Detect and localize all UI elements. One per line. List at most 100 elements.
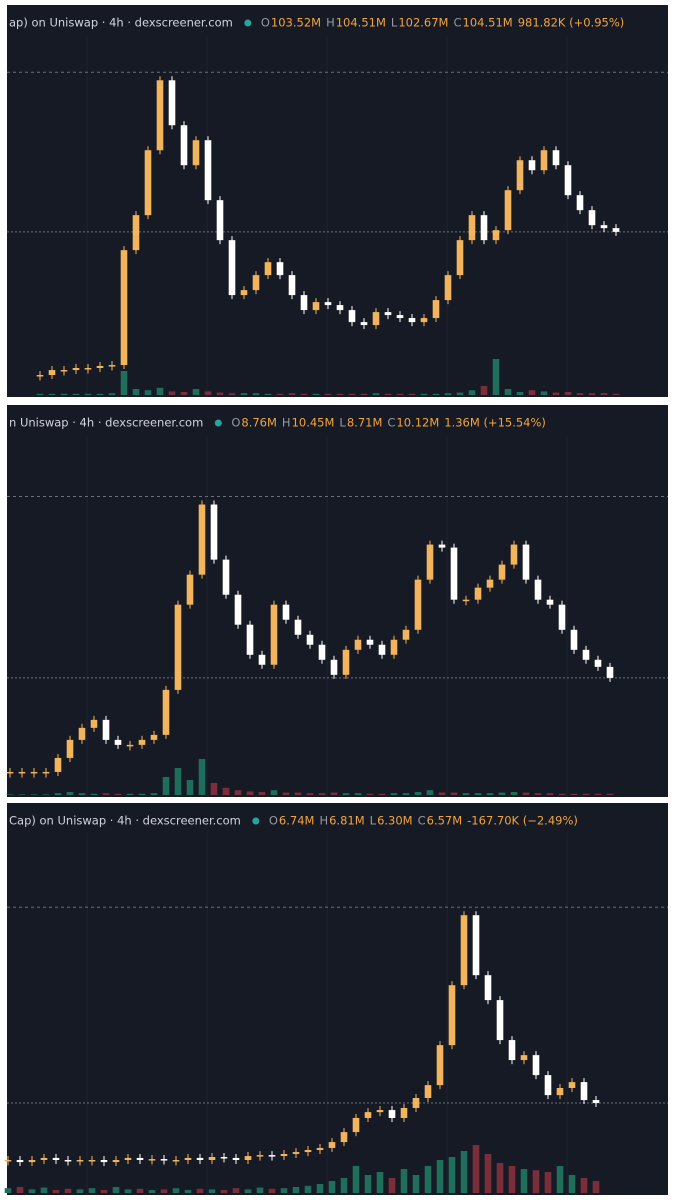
volume-bar — [222, 787, 230, 795]
volume-bar — [204, 391, 212, 395]
candle-body — [532, 1055, 540, 1076]
candle-body — [372, 312, 380, 326]
volume-bar — [36, 393, 44, 395]
volume-bar — [234, 790, 242, 795]
volume-bar — [424, 1166, 432, 1193]
candle-body — [486, 579, 494, 588]
candle-body — [192, 140, 200, 166]
volume-bar — [316, 1184, 324, 1193]
volume-bar — [594, 793, 602, 795]
candle-body — [504, 190, 512, 231]
volume-bar — [48, 393, 56, 395]
volume-bar — [376, 1172, 384, 1193]
volume-bar — [28, 1189, 36, 1193]
volume-bar — [268, 1188, 276, 1193]
candle-body — [396, 315, 404, 319]
volume-bar — [388, 1178, 396, 1193]
volume-bar — [592, 1181, 600, 1193]
volume-bar — [498, 792, 506, 795]
candle-body — [148, 1159, 156, 1161]
volume-bar — [360, 393, 368, 395]
candle-body — [64, 1160, 72, 1162]
volume-bar — [60, 393, 68, 395]
candle-body — [54, 757, 62, 772]
candle-body — [220, 1156, 228, 1159]
panel: ap) on Uniswap · 4h · dexscreener.com O 10… — [7, 5, 668, 397]
candle-body — [520, 1055, 528, 1061]
volume-bar — [558, 793, 566, 795]
price-change: 1.36M (+15.54%) — [444, 416, 546, 430]
volume-bar — [546, 793, 554, 795]
ohlc-key: H — [282, 416, 291, 430]
candle-body — [354, 639, 362, 650]
candle-body — [472, 915, 480, 976]
volume-bar — [256, 1187, 264, 1193]
volume-bar — [486, 793, 494, 795]
volume-bar — [340, 1178, 348, 1193]
candle-body — [390, 639, 398, 655]
candle-body — [132, 215, 140, 251]
volume-bar — [402, 793, 410, 795]
candle-body — [426, 544, 434, 580]
volume-bar — [208, 1189, 216, 1193]
panel: Cap) on Uniswap · 4h · dexscreener.com O 6… — [4, 803, 668, 1195]
candle-body — [582, 649, 590, 660]
volume-bar — [114, 793, 122, 795]
status-dot — [244, 19, 252, 27]
candle-body — [88, 1160, 96, 1162]
candle-body — [144, 150, 152, 216]
candle-body — [496, 1000, 504, 1041]
candle-body — [510, 544, 518, 565]
volume-bar — [414, 792, 422, 795]
candle-body — [552, 150, 560, 166]
volume-bar — [436, 1160, 444, 1193]
candle-body — [232, 1157, 240, 1161]
candle-body — [588, 210, 596, 226]
volume-bar — [210, 783, 218, 795]
volume-bar — [516, 392, 524, 395]
candle-body — [258, 654, 266, 665]
volume-bar — [186, 780, 194, 795]
candle-body — [606, 666, 614, 678]
volume-bar — [432, 393, 440, 395]
candle-body — [162, 689, 170, 735]
candle-body — [300, 295, 308, 311]
candle-body — [240, 290, 248, 296]
volume-bar — [522, 792, 530, 795]
candle-body — [388, 1110, 396, 1118]
volume-bar — [148, 1190, 156, 1193]
volume-bar — [246, 791, 254, 795]
volume-bar — [492, 359, 500, 395]
candle-body — [234, 594, 242, 625]
candle-body — [186, 574, 194, 605]
volume-bar — [136, 1188, 144, 1193]
volume-bar — [180, 392, 188, 395]
volume-bar — [40, 1187, 48, 1193]
candle-body — [528, 160, 536, 171]
candle-body — [328, 1142, 336, 1148]
volume-bar — [6, 794, 14, 795]
candle-body — [4, 1160, 12, 1162]
candle-body — [252, 275, 260, 291]
candle-body — [48, 370, 56, 376]
volume-bar — [462, 793, 470, 795]
volume-bar — [444, 393, 452, 395]
candle-body — [402, 629, 410, 640]
volume-bar — [438, 792, 446, 795]
candle-body — [594, 659, 602, 667]
ohlc-value: 6.81M — [329, 814, 365, 828]
volume-bar — [328, 1181, 336, 1193]
volume-bar — [252, 393, 260, 395]
candle-body — [336, 305, 344, 311]
candle-body — [438, 544, 446, 548]
candle-body — [508, 1040, 516, 1061]
volume-bar — [84, 393, 92, 395]
candle-body — [568, 1082, 576, 1088]
volume-bar — [144, 390, 152, 395]
candle-body — [126, 744, 134, 747]
price-change: -167.70K (−2.49%) — [467, 814, 578, 828]
volume-bar — [240, 393, 248, 395]
volume-bar — [264, 393, 272, 395]
candle-body — [340, 1132, 348, 1143]
